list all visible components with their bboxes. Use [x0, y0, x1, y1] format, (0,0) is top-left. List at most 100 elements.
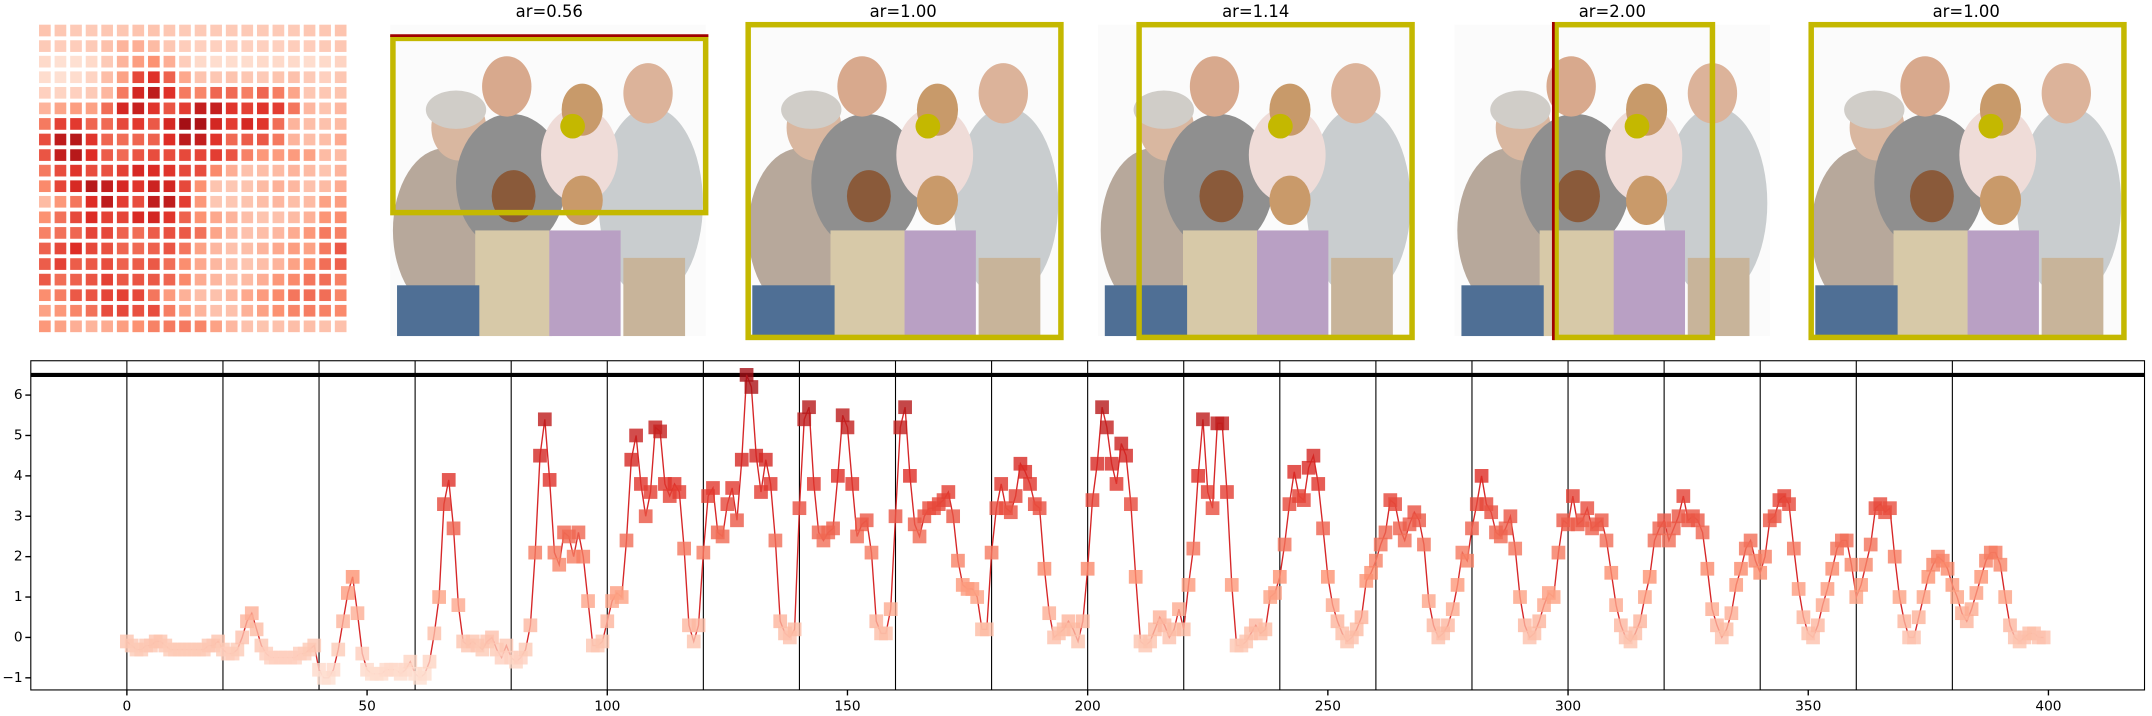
- marker: [979, 622, 994, 637]
- marker: [1124, 497, 1138, 511]
- heat-cell: [334, 180, 347, 193]
- marker: [499, 638, 514, 653]
- marker: [869, 614, 884, 629]
- marker: [1599, 533, 1614, 548]
- heat-cell: [85, 258, 98, 270]
- marker: [1220, 485, 1234, 499]
- heat-cell: [303, 180, 316, 193]
- heat-cell: [319, 211, 331, 224]
- heat-cell: [148, 258, 160, 270]
- heat-cell: [85, 118, 98, 130]
- marker: [1743, 533, 1758, 548]
- marker: [523, 618, 538, 633]
- panel: ar=1.14: [1097, 2, 1415, 341]
- marker: [518, 642, 533, 657]
- heat-cell: [256, 55, 269, 68]
- marker: [1705, 602, 1720, 617]
- marker: [1143, 634, 1157, 649]
- marker: [797, 412, 812, 427]
- heat-cell: [116, 258, 129, 270]
- heat-cell: [241, 273, 254, 286]
- heat-cell: [54, 86, 67, 99]
- heat-cell: [288, 289, 300, 302]
- heat-cell: [70, 304, 82, 317]
- heat-cell: [101, 242, 113, 255]
- heat-cell: [132, 227, 145, 239]
- heat-cell: [241, 86, 254, 99]
- crop-box: [1136, 21, 1415, 341]
- marker: [1378, 525, 1393, 540]
- heat-cell: [39, 242, 51, 255]
- marker: [1272, 569, 1287, 584]
- heat-cell: [85, 55, 98, 68]
- heat-cell: [116, 242, 129, 255]
- heat-cell: [148, 195, 160, 208]
- heat-cell: [179, 304, 191, 317]
- heat-cell: [319, 149, 331, 161]
- marker: [1465, 521, 1479, 536]
- marker: [485, 630, 499, 645]
- marker: [850, 529, 864, 544]
- heat-cell: [101, 71, 113, 84]
- heat-cell: [148, 211, 160, 224]
- heat-cell: [70, 164, 82, 177]
- marker: [1729, 578, 1744, 592]
- heat-cell: [101, 24, 113, 37]
- marker: [1311, 477, 1326, 491]
- heat-cell: [179, 102, 191, 115]
- heat-cell: [256, 227, 269, 239]
- heat-cell: [272, 40, 285, 52]
- heat-cell: [319, 40, 331, 52]
- marker: [1974, 569, 1989, 584]
- marker: [1950, 590, 1965, 604]
- marker: [1594, 513, 1609, 528]
- heat-cell: [179, 118, 191, 130]
- heat-cell: [272, 195, 285, 208]
- heat-cell: [256, 195, 269, 208]
- heat-cell: [241, 55, 254, 68]
- heat-cell: [116, 118, 129, 130]
- marker: [1810, 618, 1825, 633]
- heat-cell: [225, 86, 238, 99]
- heat-cell: [101, 227, 113, 239]
- heat-cell: [54, 71, 67, 84]
- panel: ar=1.00: [745, 2, 1064, 341]
- marker: [1277, 537, 1292, 552]
- marker: [1003, 505, 1018, 520]
- panel-title: ar=1.00: [1933, 2, 2000, 21]
- heat-cell: [163, 273, 176, 286]
- marker: [537, 412, 552, 427]
- heat-cell: [85, 86, 98, 99]
- marker: [903, 469, 917, 483]
- heat-cell: [241, 118, 254, 130]
- heat-cell: [319, 180, 331, 193]
- heat-cell: [39, 71, 51, 84]
- heat-cell: [101, 211, 113, 224]
- heat-cell: [148, 24, 160, 37]
- heat-cell: [241, 180, 254, 193]
- heat-cell: [225, 289, 238, 302]
- heat-cell: [132, 102, 145, 115]
- marker: [1205, 501, 1220, 516]
- marker: [2036, 630, 2051, 645]
- marker: [1196, 412, 1210, 427]
- heat-cell: [85, 289, 98, 302]
- heat-cell: [179, 164, 191, 177]
- heat-cell: [288, 180, 300, 193]
- heat-cell: [272, 164, 285, 177]
- heat-cell: [194, 227, 207, 239]
- marker: [1532, 614, 1547, 629]
- heat-cell: [256, 71, 269, 84]
- marker: [341, 586, 355, 600]
- heat-cell: [101, 180, 113, 193]
- photo: [745, 24, 1061, 337]
- heat-cell: [132, 211, 145, 224]
- heat-cell: [272, 133, 285, 146]
- panel: ar=2.00: [1454, 2, 1771, 341]
- heat-cell: [70, 211, 82, 224]
- marker: [441, 473, 456, 487]
- marker: [1609, 598, 1623, 612]
- heat-cell: [70, 55, 82, 68]
- heat-cell: [132, 133, 145, 146]
- heat-cell: [179, 55, 191, 68]
